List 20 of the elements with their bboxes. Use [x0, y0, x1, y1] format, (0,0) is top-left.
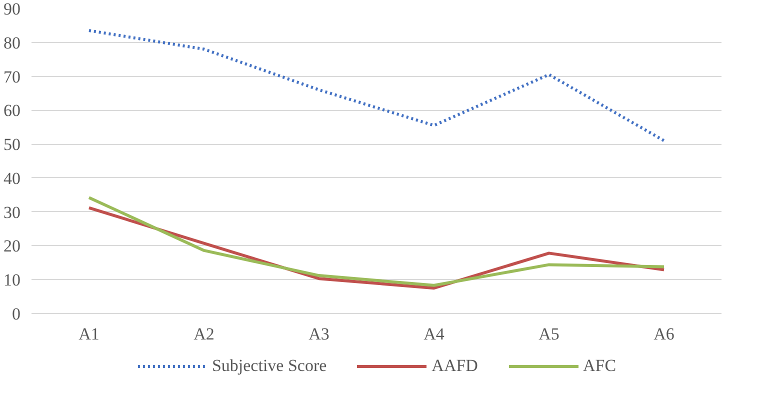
- y-tick-label: 10: [4, 270, 20, 290]
- legend-label: AAFD: [432, 356, 478, 376]
- y-tick-label: 30: [4, 202, 20, 222]
- x-tick-label: A4: [424, 324, 445, 344]
- y-tick-label: 0: [12, 304, 20, 324]
- y-tick-label: 50: [4, 135, 20, 154]
- y-tick-label: 80: [4, 33, 20, 52]
- x-tick-label: A5: [538, 324, 560, 344]
- y-tick-label: 40: [4, 168, 20, 188]
- x-tick-label: A3: [308, 324, 330, 344]
- x-tick-label: A1: [78, 324, 100, 344]
- y-tick-label: 20: [4, 236, 20, 256]
- x-tick-label: A6: [654, 324, 674, 344]
- legend-label: AFC: [582, 356, 616, 376]
- y-tick-label: 90: [4, 0, 20, 18]
- legend-label: Subjective Score: [212, 356, 327, 376]
- x-tick-label: A2: [194, 324, 214, 344]
- y-tick-label: 70: [4, 67, 20, 86]
- line-series: [88, 29, 666, 142]
- y-tick-label: 60: [4, 101, 20, 120]
